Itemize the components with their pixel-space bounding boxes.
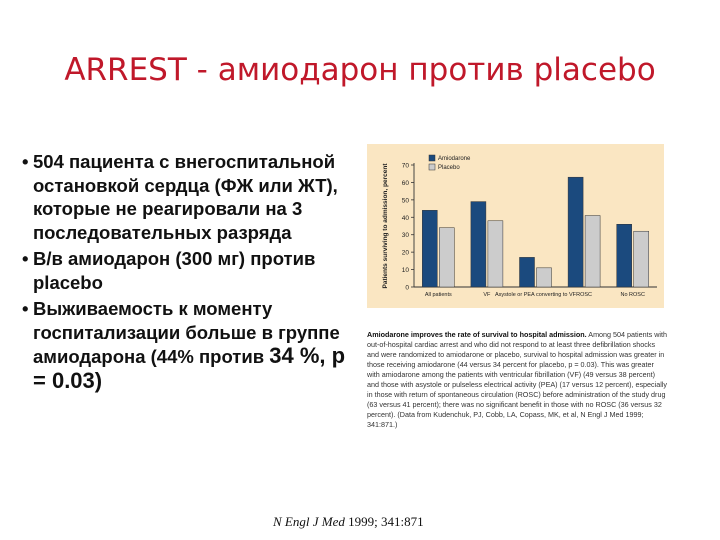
bar-amiodarone: [616, 224, 632, 288]
y-tick-label: 50: [402, 197, 410, 204]
y-tick-label: 30: [402, 232, 410, 239]
y-tick-label: 0: [405, 285, 409, 292]
y-tick-label: 10: [402, 267, 410, 274]
bullet-item: • В/в амиодарон (300 мг) против placebo: [22, 247, 352, 294]
caption-lead: Amiodarone improves the rate of survival…: [367, 330, 587, 339]
bar-placebo: [536, 267, 552, 288]
slide-title: ARREST - амиодарон против placebo: [64, 52, 656, 88]
bar-amiodarone: [567, 176, 584, 288]
x-tick-label: ROSC: [576, 292, 592, 298]
bar-placebo: [439, 227, 455, 288]
x-tick-label: All patients: [425, 292, 452, 298]
y-tick-label: 70: [402, 163, 410, 170]
bullet-item: • 504 пациента с внегоспитальной останов…: [22, 150, 352, 244]
x-tick-label: VF: [483, 292, 491, 298]
bar-amiodarone: [519, 257, 535, 288]
bar-amiodarone: [422, 210, 438, 288]
y-tick-label: 40: [402, 215, 410, 222]
legend-swatch: [428, 154, 436, 162]
caption-body: Among 504 patients with out-of-hospital …: [367, 330, 668, 429]
citation-ref: 1999; 341:871: [344, 514, 424, 529]
x-tick-label: Asystole or PEA converting to VF: [495, 292, 577, 298]
y-axis-label: Patients surviving to admission, percent: [382, 163, 389, 289]
bullet-text-result: 34 %, p = 0.03): [33, 343, 346, 393]
survival-bar-chart: 0 10 20 30 40 50 60 70 Patients surviving to adm…: [382, 154, 657, 298]
bar-amiodarone: [470, 201, 487, 288]
legend-label: Amiodarone: [438, 156, 471, 162]
bar-placebo: [584, 215, 601, 288]
bar-placebo: [487, 220, 504, 288]
bullet-dot-icon: •: [22, 298, 29, 319]
bullet-text: 504 пациента с внегоспитальной остановко…: [33, 151, 338, 243]
chart-panel: 0 10 20 30 40 50 60 70 Patients surviving to adm…: [367, 144, 664, 308]
bullet-item: • Выживаемость к моменту госпитализации …: [22, 297, 352, 393]
legend-swatch: [428, 163, 436, 171]
x-tick-label: No ROSC: [620, 292, 644, 298]
bar-placebo: [633, 230, 649, 288]
figure-caption: Amiodarone improves the rate of survival…: [367, 330, 667, 430]
bullet-dot-icon: •: [22, 248, 29, 269]
bullet-dot-icon: •: [22, 151, 29, 172]
bullet-text: Выживаемость к моменту госпитализации бо…: [33, 298, 340, 367]
citation-journal: N Engl J Med: [273, 514, 345, 529]
citation: N Engl J Med 1999; 341:871: [273, 514, 424, 530]
bullet-text: В/в амиодарон (300 мг) против placebo: [33, 248, 316, 293]
legend-label: Placebo: [438, 165, 460, 171]
y-tick-label: 20: [402, 250, 410, 257]
y-tick-label: 60: [402, 180, 410, 187]
bullet-list: • 504 пациента с внегоспитальной останов…: [22, 150, 352, 396]
